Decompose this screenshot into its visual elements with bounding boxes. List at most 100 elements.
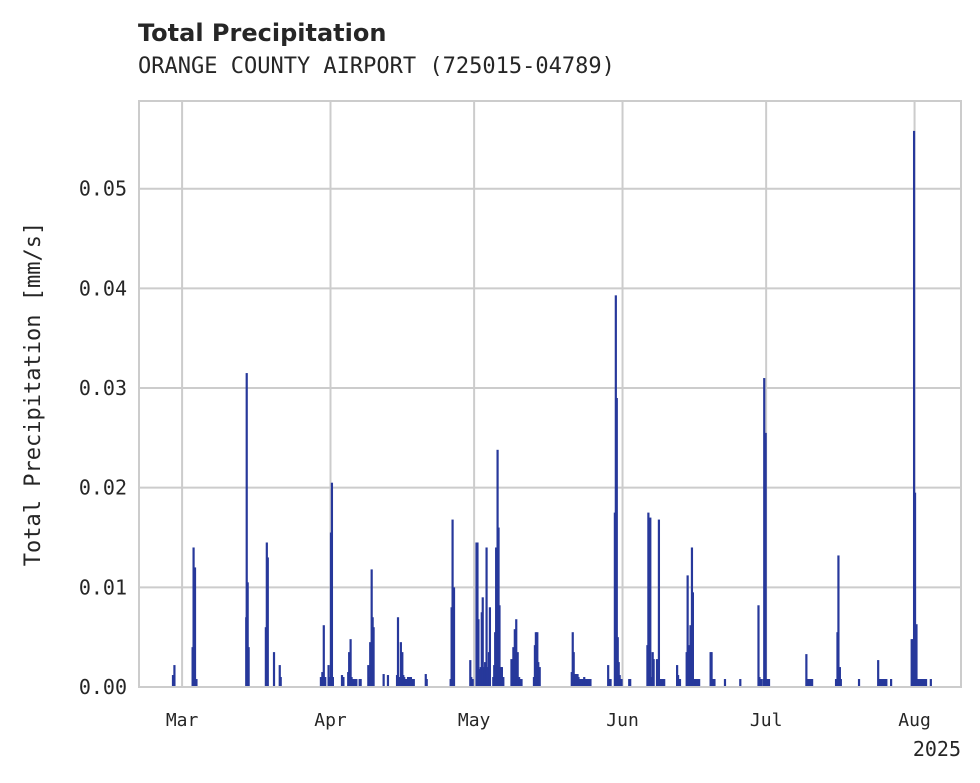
- precip-bar: [918, 679, 921, 687]
- precip-bar: [629, 679, 632, 687]
- precip-bar: [272, 652, 276, 687]
- precip-bar: [470, 677, 473, 687]
- precip-bar: [195, 679, 198, 687]
- precip-bar: [580, 679, 583, 687]
- y-axis-label: Total Precipitation [mm/s]: [21, 222, 46, 566]
- precip-bar: [857, 679, 861, 687]
- precip-bar: [763, 378, 766, 687]
- precip-bar: [451, 519, 454, 687]
- y-tick-label: 0.00: [79, 675, 127, 699]
- precip-bar: [477, 619, 480, 687]
- precip-bar: [885, 679, 888, 687]
- precip-bar: [650, 677, 653, 687]
- precip-bar: [401, 652, 404, 687]
- precip-bar: [485, 547, 488, 687]
- precip-bar: [689, 625, 692, 687]
- precip-bar: [758, 677, 761, 687]
- plot-frame: [138, 100, 962, 688]
- precip-bar: [484, 662, 487, 687]
- precip-bar: [585, 679, 588, 687]
- y-tick-label: 0.05: [79, 177, 127, 201]
- precip-bar: [349, 639, 352, 687]
- precip-bar: [340, 675, 344, 687]
- precip-bar: [513, 629, 516, 687]
- precip-bar: [838, 667, 841, 687]
- x-tick-label: Jun: [606, 710, 639, 731]
- precip-bar: [351, 679, 355, 687]
- precip-bar: [498, 605, 501, 687]
- precip-bar: [691, 592, 694, 687]
- precip-bar: [538, 667, 541, 687]
- precip-bar: [192, 547, 195, 687]
- precip-bar: [915, 624, 918, 687]
- precip-bar: [764, 432, 767, 687]
- precip-bar: [322, 625, 325, 687]
- x-tick-labels: Mar Apr May Jun Jul Aug: [166, 710, 931, 731]
- precip-bar: [808, 679, 811, 687]
- precip-bar: [880, 679, 883, 687]
- precip-bar: [367, 665, 370, 687]
- precip-bar: [520, 679, 523, 687]
- precip-bar: [890, 679, 893, 687]
- precip-bar: [696, 679, 699, 687]
- precip-bar: [578, 679, 581, 687]
- precip-bar: [278, 665, 281, 687]
- precip-bar: [515, 619, 518, 687]
- precip-bar: [412, 679, 415, 687]
- y-tick-label: 0.03: [79, 376, 127, 400]
- precip-bar: [518, 679, 522, 687]
- precip-bar: [923, 679, 926, 687]
- x-axis-year-label: 2025: [913, 737, 961, 761]
- precip-bar: [572, 652, 575, 687]
- y-tick-label: 0.01: [79, 575, 127, 599]
- precip-bar: [607, 665, 610, 687]
- precip-bar: [615, 397, 618, 687]
- x-tick-label: Aug: [898, 710, 931, 731]
- precip-bar: [837, 555, 840, 687]
- precip-bar: [399, 642, 402, 687]
- precip-bar: [583, 677, 586, 687]
- precip-bar: [536, 632, 539, 687]
- precip-bar: [805, 654, 808, 687]
- precip-bar: [617, 662, 620, 687]
- precip-bar: [319, 677, 323, 687]
- precip-bar: [537, 662, 540, 687]
- precip-bar: [348, 652, 351, 687]
- precip-bar: [921, 679, 924, 687]
- precip-bar: [678, 679, 682, 687]
- precip-bar: [408, 677, 411, 687]
- precip-bar: [912, 130, 916, 687]
- x-tick-label: Apr: [314, 710, 347, 731]
- precip-bar: [811, 679, 814, 687]
- precip-bar: [495, 547, 498, 687]
- precip-bar: [877, 660, 880, 687]
- precip-bar: [406, 677, 410, 687]
- precip-bar: [834, 679, 838, 687]
- precip-bar: [512, 647, 515, 687]
- precip-bar: [369, 642, 372, 687]
- precip-bar: [502, 677, 505, 687]
- precip-bar: [324, 677, 327, 687]
- precip-bar: [534, 632, 537, 687]
- x-tick-label: Mar: [166, 710, 199, 731]
- precip-bar: [266, 557, 269, 687]
- chart-title: Total Precipitation: [138, 19, 386, 47]
- bar-series: [171, 130, 932, 687]
- precip-bar: [481, 597, 484, 687]
- precip-bar: [245, 373, 248, 687]
- precip-bar: [657, 519, 661, 687]
- precip-bar: [469, 660, 472, 687]
- precip-bar: [411, 679, 414, 687]
- precip-bar: [452, 587, 456, 687]
- precip-bar: [839, 679, 842, 687]
- precip-bar: [620, 679, 623, 687]
- precip-bar: [342, 677, 345, 687]
- precip-bar: [757, 605, 760, 687]
- precip-bar: [478, 669, 481, 687]
- precip-bar: [396, 617, 400, 687]
- precip-bar: [692, 679, 695, 687]
- precip-bar: [589, 679, 592, 687]
- precip-bar: [425, 679, 428, 687]
- precip-bar: [409, 677, 413, 687]
- precip-bar: [713, 679, 716, 687]
